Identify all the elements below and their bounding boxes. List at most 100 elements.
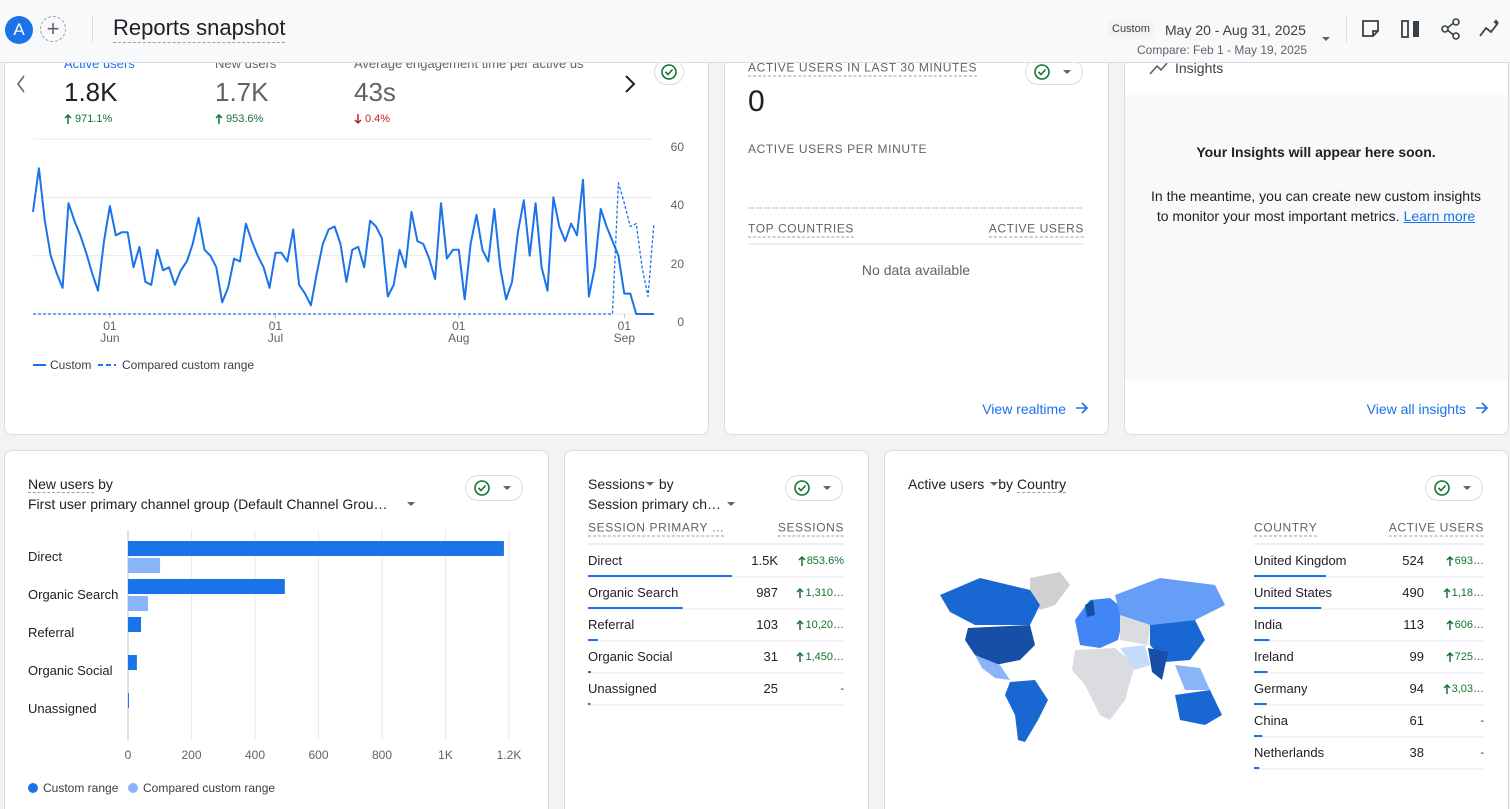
realtime-value: 0 [748,85,765,118]
share-icon[interactable] [1440,18,1462,40]
x-tick-label: 600 [308,748,329,762]
x-tick-label: 1.2K [496,748,522,762]
row-value: 38 [1409,745,1424,760]
insights-body: In the meantime, you can create new cust… [1151,188,1481,224]
date-range[interactable]: May 20 - Aug 31, 2025 [1165,22,1306,38]
dimension-selector[interactable]: First user primary channel group (Defaul… [28,496,388,512]
card-menu[interactable] [1025,59,1083,85]
row-value: 103 [756,617,778,632]
row-value: 987 [756,585,778,600]
row-value: 490 [1402,585,1424,600]
category-label: Referral [28,625,75,640]
metric-value: 43s [354,77,396,107]
category-label: Organic Social [28,663,113,678]
row-change: 1,18… [1451,587,1484,599]
page-title: Reports snapshot [113,14,286,43]
metric-change: 0.4% [365,113,391,125]
x-tick-label: 400 [244,748,266,762]
y-tick-label: 20 [670,256,684,271]
row-label: Organic Social [588,649,673,664]
by-label: by [98,476,113,492]
metric-value: 1.7K [215,77,269,107]
card-menu[interactable] [465,475,523,501]
add-comparison[interactable]: + [40,16,66,42]
row-change: 3,03… [1451,683,1484,695]
dimension-selector[interactable]: Session primary ch… [588,496,722,512]
row-change: 1,450… [805,651,844,663]
notes-icon[interactable] [1360,18,1382,40]
realtime-title: ACTIVE USERS IN LAST 30 MINUTES [748,60,978,77]
metric-selector[interactable]: New users [28,476,95,493]
x-tick-label: 800 [371,748,393,762]
row-label: Organic Search [588,585,679,600]
insights-heading: Your Insights will appear here soon. [1196,144,1436,160]
insights-card [1124,40,1509,435]
legend-label: Custom [50,358,92,372]
card-title: Sessions by [588,474,674,494]
row-value: 31 [763,649,778,664]
sessions-card [564,450,869,809]
column-header: ACTIVE USERS [988,221,1084,238]
row-label: Ireland [1254,649,1294,664]
row-value: 25 [763,681,778,696]
avatar[interactable]: A [5,16,33,44]
card-title: Active users by Country [908,474,1067,494]
metric-selector[interactable]: Active users [908,476,985,492]
channel-card [4,450,549,809]
category-label: Organic Search [28,587,119,602]
x-tick-label: 1K [438,748,453,762]
compare-icon[interactable] [1400,18,1422,40]
row-label: Netherlands [1254,745,1325,760]
row-label: Unassigned [588,681,657,696]
card-menu[interactable] [785,475,843,501]
column-header: ACTIVE USERS [1388,520,1484,537]
metric-selector[interactable]: Sessions [588,476,645,492]
insights-panel [1125,95,1508,381]
row-change: 693… [1454,555,1484,567]
row-change: - [840,683,844,695]
x-tick-label: 01 Aug [448,319,470,345]
view-realtime-link[interactable]: View realtime [982,401,1066,417]
row-change: - [1480,747,1484,759]
column-header: SESSIONS [777,520,844,537]
legend-label: Compared custom range [143,781,276,795]
separator [92,16,93,42]
empty-message: No data available [861,262,971,278]
row-label: Direct [588,553,622,568]
row-label: Germany [1254,681,1308,696]
row-value: 94 [1409,681,1424,696]
x-tick-label: 0 [124,748,132,762]
row-value: 524 [1402,553,1424,568]
compare-status[interactable] [654,59,684,85]
row-label: India [1254,617,1283,632]
insights-title: Insights [1175,60,1224,76]
legend-label: Custom range [43,781,119,795]
row-value: 1.5K [751,553,778,568]
range-chip: Custom [1108,21,1154,37]
row-value: 61 [1409,713,1424,728]
row-value: 99 [1409,649,1424,664]
row-label: United States [1254,585,1333,600]
by-label: by [998,476,1014,492]
learn-more-link[interactable]: Learn more [1403,208,1476,224]
y-tick-label: 60 [670,140,684,154]
dimension-selector[interactable]: Country [1017,476,1067,493]
card-title: New users by [28,474,113,494]
metric-value: 1.8K [64,77,118,107]
card-menu[interactable] [1425,475,1483,501]
separator [1346,16,1347,42]
view-insights-link[interactable]: View all insights [1366,401,1466,417]
row-label: China [1254,713,1288,728]
insights-icon[interactable] [1478,18,1502,40]
row-change: - [1480,715,1484,727]
row-change: 853.6% [806,555,844,567]
row-value: 113 [1403,617,1424,632]
x-tick-label: 01 Jun [100,319,120,345]
date-dropdown[interactable] [1320,34,1332,44]
category-label: Direct [28,549,62,564]
row-change: 725… [1454,651,1484,663]
column-header: TOP COUNTRIES [748,221,855,238]
column-header: SESSION PRIMARY … [588,520,725,537]
